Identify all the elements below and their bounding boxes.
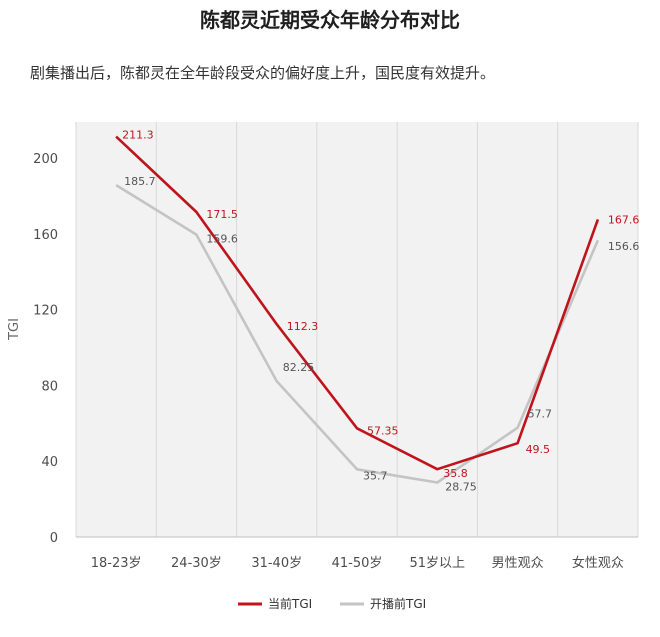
chart-subtitle: 剧集播出后，陈都灵在全年龄段受众的偏好度上升，国民度有效提升。 bbox=[30, 64, 496, 82]
x-axis: 18-23岁 24-30岁 31-40岁 41-50岁 51岁以上 男性观众 女性观众 bbox=[76, 536, 638, 571]
y-tick-label: 80 bbox=[41, 379, 58, 394]
y-tick-label: 200 bbox=[33, 152, 58, 167]
data-label: 49.5 bbox=[526, 443, 551, 456]
legend-label: 开播前TGI bbox=[370, 596, 426, 611]
y-tick-label: 120 bbox=[33, 304, 58, 319]
data-label: 156.6 bbox=[608, 240, 640, 253]
x-tick-label: 男性观众 bbox=[492, 556, 544, 571]
chart-title: 陈都灵近期受众年龄分布对比 bbox=[200, 8, 460, 32]
data-label: 28.75 bbox=[445, 481, 477, 494]
data-label: 57.35 bbox=[367, 424, 399, 437]
data-labels: 211.3 171.5 112.3 57.35 35.8 49.5 167.6 185.7 15… bbox=[122, 129, 639, 494]
legend: 当前TGI 开播前TGI bbox=[238, 596, 426, 611]
y-tick-label: 160 bbox=[33, 228, 58, 243]
y-axis-label: TGI bbox=[7, 318, 22, 341]
data-label: 171.5 bbox=[206, 208, 238, 221]
y-tick-label: 0 bbox=[50, 531, 58, 546]
data-label: 211.3 bbox=[122, 129, 153, 142]
data-label: 57.7 bbox=[528, 408, 553, 421]
series-lines bbox=[115, 135, 600, 484]
y-axis: 0 40 80 120 160 200 bbox=[33, 152, 58, 546]
plot-area bbox=[76, 122, 638, 537]
x-tick-label: 18-23岁 bbox=[91, 556, 142, 571]
data-label: 159.6 bbox=[206, 233, 238, 246]
data-label: 35.7 bbox=[363, 469, 388, 482]
series-line-current-tgi bbox=[115, 135, 600, 471]
x-tick-label: 51岁以上 bbox=[410, 556, 466, 571]
data-label: 35.8 bbox=[443, 467, 468, 480]
y-tick-label: 40 bbox=[41, 455, 58, 470]
data-label: 112.3 bbox=[287, 320, 319, 333]
data-label: 82.25 bbox=[283, 361, 315, 374]
legend-label: 当前TGI bbox=[268, 596, 312, 611]
series-line-pre-broadcast-tgi bbox=[115, 183, 600, 484]
x-tick-label: 24-30岁 bbox=[171, 556, 222, 571]
data-label: 167.6 bbox=[608, 213, 640, 226]
x-tick-label: 31-40岁 bbox=[251, 556, 302, 571]
x-tick-label: 41-50岁 bbox=[332, 556, 383, 571]
data-label: 185.7 bbox=[124, 175, 155, 188]
x-tick-label: 女性观众 bbox=[572, 555, 624, 571]
